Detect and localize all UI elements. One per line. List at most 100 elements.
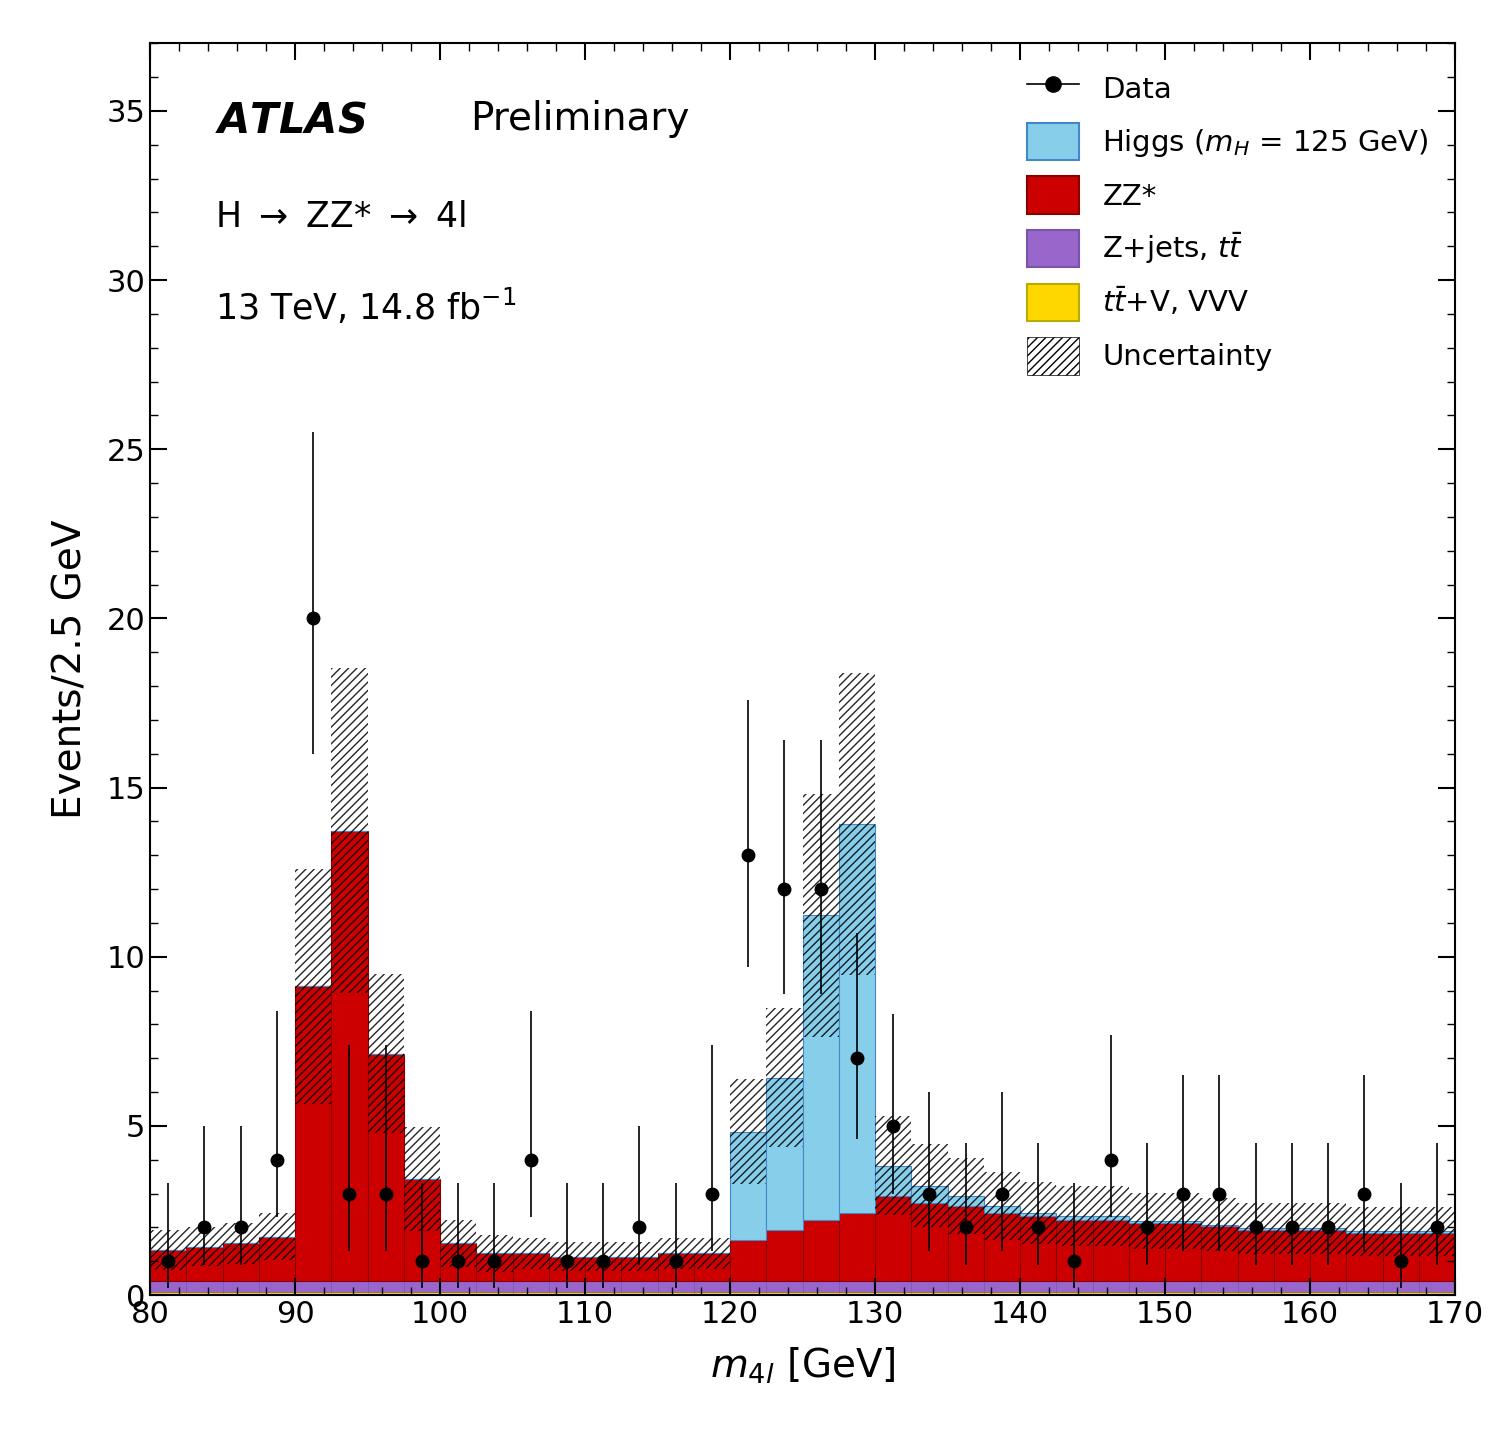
Bar [1092,1216,1128,1220]
Bar [1238,1230,1274,1281]
Bar [766,1292,802,1295]
Bar [621,1281,657,1292]
Bar [657,1253,693,1281]
Bar [1056,1220,1092,1281]
Bar [513,1238,549,1269]
Bar [1166,1223,1202,1281]
Bar [657,1281,693,1292]
Bar [1202,1226,1237,1281]
Bar [1274,1227,1310,1230]
Bar [874,1166,910,1196]
Bar [1128,1292,1166,1295]
Bar [1383,1233,1419,1281]
Bar [910,1203,948,1281]
Bar [948,1196,984,1206]
Bar [984,1206,1020,1213]
Bar [1056,1292,1092,1295]
Bar [1383,1281,1419,1292]
Bar [440,1220,477,1266]
Bar [766,1078,802,1230]
Bar [1383,1292,1419,1295]
Bar [1347,1292,1383,1295]
Text: $\mathbfit{ATLAS}$: $\mathbfit{ATLAS}$ [216,99,368,141]
Bar [874,1196,910,1281]
Bar [874,1281,910,1292]
Bar [984,1281,1020,1292]
Bar [1347,1207,1383,1256]
Bar [1383,1207,1419,1256]
Bar [222,1223,258,1263]
Bar [585,1281,621,1292]
Bar [1274,1203,1310,1253]
Bar [1238,1281,1274,1292]
Bar [1166,1281,1202,1292]
Bar [910,1281,948,1292]
Bar [766,1007,802,1147]
Bar [1347,1232,1383,1233]
Legend: Data, Higgs ($m_H$ = 125 GeV), ZZ*, Z+jets, $t\bar{t}$, $t\bar{t}$+V, VVV, Uncer: Data, Higgs ($m_H$ = 125 GeV), ZZ*, Z+je… [1016,58,1440,386]
Bar [657,1292,693,1295]
Bar [368,1281,404,1292]
Bar [730,1281,766,1292]
Bar [802,915,838,1220]
Bar [440,1243,477,1281]
Bar [839,823,874,1213]
Bar [1310,1292,1347,1295]
Bar [874,1117,910,1215]
Bar [1347,1281,1383,1292]
Bar [984,1213,1020,1281]
Bar [1347,1233,1383,1281]
Bar [332,1281,368,1292]
Bar [1020,1281,1056,1292]
Bar [1419,1232,1455,1233]
Bar [1020,1181,1056,1245]
Bar [477,1235,513,1272]
Bar [1092,1186,1128,1246]
Bar [657,1238,693,1269]
Bar [984,1173,1020,1240]
Bar [186,1281,222,1292]
Bar [1383,1232,1419,1233]
Text: Preliminary: Preliminary [470,99,688,138]
Bar [730,1079,766,1184]
Bar [404,1127,439,1232]
Bar [1166,1222,1202,1223]
Bar [404,1281,439,1292]
Bar [1274,1230,1310,1281]
Bar [549,1256,585,1281]
Bar [1092,1220,1128,1281]
Bar [258,1281,296,1292]
Bar [730,1292,766,1295]
Bar [948,1158,984,1233]
Bar [1202,1225,1237,1226]
Bar [296,869,332,1104]
Bar [440,1292,477,1295]
Bar [693,1281,730,1292]
Bar [150,1250,186,1281]
Bar [513,1281,549,1292]
Bar [222,1292,258,1295]
Bar [368,974,404,1134]
Bar [802,1220,838,1281]
Bar [1166,1292,1202,1295]
Bar [1092,1292,1128,1295]
Bar [368,1053,404,1281]
Bar [910,1292,948,1295]
Bar [296,1281,332,1292]
Bar [1020,1213,1056,1216]
Bar [332,1292,368,1295]
Bar [621,1292,657,1295]
Bar [549,1292,585,1295]
Bar [948,1206,984,1281]
Bar [948,1292,984,1295]
Bar [296,986,332,1281]
Bar [1419,1292,1455,1295]
Bar [874,1292,910,1295]
Bar [839,1213,874,1281]
Bar [150,1281,186,1292]
Bar [693,1253,730,1281]
Bar [404,1292,439,1295]
Bar [802,1292,838,1295]
Bar [1238,1203,1274,1253]
Text: 13 TeV, 14.8 fb$^{-1}$: 13 TeV, 14.8 fb$^{-1}$ [216,288,516,328]
